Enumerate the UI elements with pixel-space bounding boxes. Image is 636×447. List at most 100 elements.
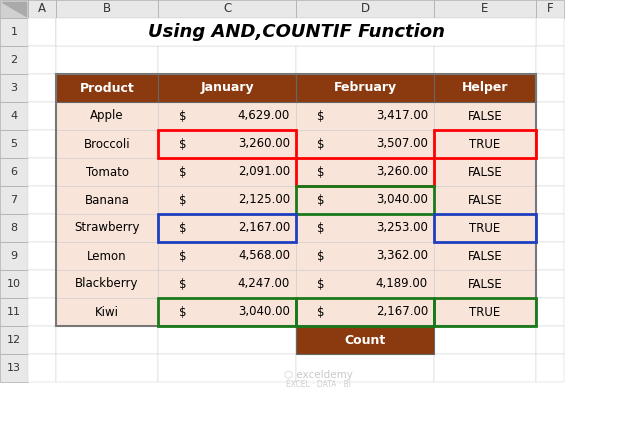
Bar [158, 130, 296, 158]
Text: 2,091.00: 2,091.00 [238, 165, 290, 178]
Text: $: $ [179, 222, 186, 235]
Bar [434, 298, 536, 326]
Bar [0, 270, 28, 298]
Text: Banana: Banana [85, 194, 130, 207]
Bar [296, 158, 434, 186]
Bar [56, 270, 158, 298]
Bar [158, 214, 296, 242]
Text: $: $ [179, 278, 186, 291]
Text: FALSE: FALSE [467, 249, 502, 262]
Bar [28, 158, 56, 186]
Bar [296, 298, 434, 326]
Bar [56, 186, 158, 214]
Text: 6: 6 [11, 167, 18, 177]
Bar [158, 46, 296, 74]
Bar [56, 270, 158, 298]
Text: $: $ [179, 249, 186, 262]
Bar [0, 158, 28, 186]
Text: Helper: Helper [462, 81, 508, 94]
Bar [28, 298, 56, 326]
Bar [56, 158, 158, 186]
Bar [296, 74, 434, 102]
Bar [158, 18, 296, 46]
Bar [434, 214, 536, 242]
Bar [158, 130, 296, 158]
Bar [0, 0, 28, 18]
Bar [296, 0, 434, 18]
Bar [28, 18, 56, 46]
Bar [434, 46, 536, 74]
Bar [536, 102, 564, 130]
Text: 3,507.00: 3,507.00 [376, 138, 428, 151]
Bar [434, 186, 536, 214]
Bar [56, 214, 158, 242]
Bar [434, 214, 536, 242]
Bar [296, 326, 434, 354]
Bar [434, 326, 536, 354]
Bar [434, 242, 536, 270]
Bar [0, 102, 28, 130]
Bar [56, 46, 158, 74]
Bar [296, 298, 434, 326]
Bar [536, 214, 564, 242]
Text: Broccoli: Broccoli [84, 138, 130, 151]
Text: 4,247.00: 4,247.00 [238, 278, 290, 291]
Bar [434, 102, 536, 130]
Text: Tomato: Tomato [85, 165, 128, 178]
Text: Using AND,COUNTIF Function: Using AND,COUNTIF Function [148, 23, 445, 41]
Bar [296, 270, 434, 298]
Bar [158, 214, 296, 242]
Bar [28, 214, 56, 242]
Bar [296, 186, 434, 214]
Bar [56, 18, 158, 46]
Text: 3,260.00: 3,260.00 [238, 138, 290, 151]
Text: FALSE: FALSE [467, 165, 502, 178]
Bar [28, 242, 56, 270]
Bar [296, 130, 434, 158]
Bar [56, 298, 158, 326]
Bar [536, 298, 564, 326]
Bar [56, 130, 158, 158]
Text: 3,040.00: 3,040.00 [376, 194, 428, 207]
Bar [56, 18, 536, 46]
Bar [158, 158, 296, 186]
Bar [158, 242, 296, 270]
Bar [0, 18, 28, 46]
Text: February: February [333, 81, 397, 94]
Text: TRUE: TRUE [469, 305, 501, 319]
Text: $: $ [179, 194, 186, 207]
Text: 3: 3 [11, 83, 18, 93]
Bar [158, 158, 296, 186]
Bar [434, 130, 536, 158]
Text: 2: 2 [10, 55, 18, 65]
Text: Strawberry: Strawberry [74, 222, 140, 235]
Text: $: $ [317, 222, 324, 235]
Bar [296, 74, 434, 102]
Bar [56, 74, 158, 102]
Bar [296, 242, 434, 270]
Bar [56, 242, 158, 270]
Bar [28, 74, 56, 102]
Bar [28, 270, 56, 298]
Text: $: $ [317, 305, 324, 319]
Text: EXCEL · DATA · BI: EXCEL · DATA · BI [286, 380, 350, 389]
Bar [434, 130, 536, 158]
Bar [28, 354, 56, 382]
Bar [434, 74, 536, 102]
Bar [158, 130, 296, 158]
Bar [296, 298, 434, 326]
Bar [536, 0, 564, 18]
Bar [296, 158, 434, 186]
Bar [434, 18, 536, 46]
Text: 1: 1 [11, 27, 18, 37]
Text: $: $ [179, 165, 186, 178]
Bar [28, 0, 56, 18]
Bar [0, 46, 28, 74]
Bar [158, 242, 296, 270]
Bar [158, 74, 296, 102]
Bar [536, 130, 564, 158]
Bar [56, 158, 158, 186]
Bar [158, 74, 296, 102]
Bar [158, 102, 296, 130]
Bar [296, 102, 434, 130]
